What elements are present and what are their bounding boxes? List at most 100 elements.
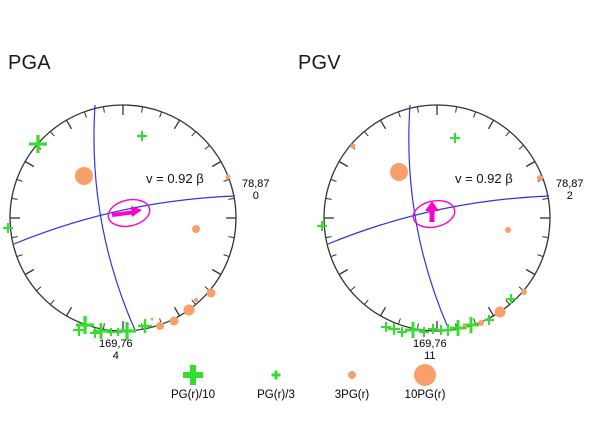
- tick-mark-5: [518, 144, 524, 150]
- legend-glyph-plus-0: [183, 365, 203, 385]
- axis-label-right-pgv-line1: 78,87: [556, 178, 584, 190]
- tick-mark-26: [11, 236, 18, 239]
- tick-mark-22: [363, 299, 369, 305]
- tick-mark-32: [363, 131, 369, 137]
- marker-plus-v-1: [141, 131, 143, 141]
- legend-label-0: PG(r)/10: [170, 389, 216, 401]
- marker-dot-6: [521, 289, 527, 295]
- tick-mark-35: [416, 106, 419, 113]
- nodal-plane-2: [13, 195, 236, 245]
- tick-mark-3: [173, 119, 181, 130]
- axis-label-right-pgv: 78,87 2: [556, 178, 584, 202]
- tick-mark-12: [525, 268, 536, 276]
- tick-mark-34: [83, 111, 87, 118]
- marker-plus-v-1: [454, 133, 456, 143]
- marker-plus-v-15: [110, 328, 112, 336]
- marker-dot-4: [225, 174, 231, 180]
- marker-dot-7: [194, 298, 198, 302]
- tick-mark-8: [228, 197, 235, 200]
- legend-glyph-plus-1: [271, 370, 281, 380]
- annotation-nu-beta: v = 0.92 β: [455, 171, 513, 186]
- marker-plus-v-7: [510, 294, 512, 304]
- tick-mark-24: [338, 268, 349, 276]
- marker-dot-10: [478, 320, 484, 326]
- marker-dot-5: [192, 225, 200, 233]
- axis-label-bottom-pga-line1: 169,76: [99, 338, 133, 350]
- nodal-plane-1: [408, 104, 450, 331]
- tick-mark-4: [505, 131, 511, 137]
- tick-mark-6: [525, 160, 536, 168]
- marker-plus-v-0: [36, 135, 40, 153]
- page-title-pgv: PGV: [298, 52, 341, 74]
- legend: PG(r)/10 PG(r)/3 3PG(r) 10PG(r): [0, 361, 600, 417]
- marker-plus-v-18: [83, 316, 87, 334]
- tick-mark-4: [191, 131, 197, 137]
- uncertainty-ellipse: [412, 199, 456, 229]
- marker-plus-v-16: [99, 323, 103, 339]
- tick-mark-14: [505, 299, 511, 305]
- tick-mark-22: [49, 299, 55, 305]
- tick-mark-23: [350, 286, 356, 292]
- tick-mark-33: [65, 119, 73, 130]
- marker-dot-3: [75, 167, 93, 185]
- tick-mark-19: [102, 323, 105, 330]
- marker-dot-11: [150, 317, 154, 321]
- legend-item-1: PG(r)/3: [236, 361, 316, 401]
- marker-plus-v-19: [401, 327, 403, 337]
- legend-item-3: 10PG(r): [385, 361, 465, 401]
- marker-dot-6: [206, 288, 216, 298]
- stereonet-plot-pga: v = 0.92 β: [3, 104, 237, 340]
- tick-mark-19: [416, 323, 419, 330]
- tick-mark-32: [49, 131, 55, 137]
- legend-symbol-2: [312, 361, 392, 389]
- legend-symbol-0: [153, 361, 233, 389]
- tick-mark-15: [173, 306, 181, 317]
- axis-label-bottom-pga-line2: 4: [112, 350, 119, 362]
- tick-mark-11: [537, 254, 544, 258]
- tick-mark-24: [24, 268, 35, 276]
- legend-label-2: 3PG(r): [334, 389, 370, 401]
- tick-mark-30: [338, 160, 349, 168]
- tick-mark-1: [141, 106, 144, 113]
- marker-dot-9: [169, 316, 179, 326]
- tick-mark-2: [159, 111, 163, 118]
- tick-mark-21: [379, 306, 387, 317]
- tick-mark-28: [11, 197, 18, 200]
- marker-dot-8: [494, 306, 506, 318]
- marker-dot-5: [505, 227, 511, 233]
- tick-mark-2: [473, 111, 477, 118]
- page-title-pga: PGA: [8, 52, 51, 74]
- pga-plot-group: v = 0.92 β: [3, 104, 237, 340]
- marker-plus-v-19: [77, 324, 81, 336]
- tick-mark-29: [330, 178, 337, 182]
- marker-dot-3: [390, 163, 408, 181]
- marker-dot-10: [156, 322, 164, 330]
- tick-mark-10: [542, 236, 549, 239]
- marker-plus-v-12: [143, 319, 147, 333]
- axis-label-bottom-pgv-line2: 11: [424, 350, 436, 362]
- marker-plus-v-20: [392, 323, 396, 335]
- tick-mark-8: [542, 197, 549, 200]
- legend-plus-v-0: [190, 365, 196, 385]
- legend-glyph-dot-3: [414, 364, 436, 386]
- stereonet-plot-pgv: v = 0.92 β: [317, 104, 551, 338]
- axis-label-right-pga-line1: 78,87: [242, 178, 270, 190]
- axis-label-bottom-pgv: 169,76 11: [413, 338, 447, 362]
- marker-plus-v-11: [469, 317, 473, 333]
- tick-mark-16: [473, 318, 477, 325]
- tick-mark-30: [24, 160, 35, 168]
- legend-label-3: 10PG(r): [404, 389, 446, 401]
- tick-mark-23: [36, 286, 42, 292]
- legend-item-2: 3PG(r): [312, 361, 392, 401]
- marker-plus-v-16: [432, 324, 434, 334]
- axis-label-right-pga-line2: 0: [252, 190, 259, 202]
- tick-mark-14: [191, 299, 197, 305]
- tick-mark-35: [102, 106, 105, 113]
- tick-mark-3: [487, 119, 495, 130]
- marker-plus-v-18: [411, 322, 415, 338]
- legend-symbol-3: [385, 361, 465, 389]
- nodal-plane-1: [93, 104, 136, 331]
- tick-mark-12: [211, 268, 222, 276]
